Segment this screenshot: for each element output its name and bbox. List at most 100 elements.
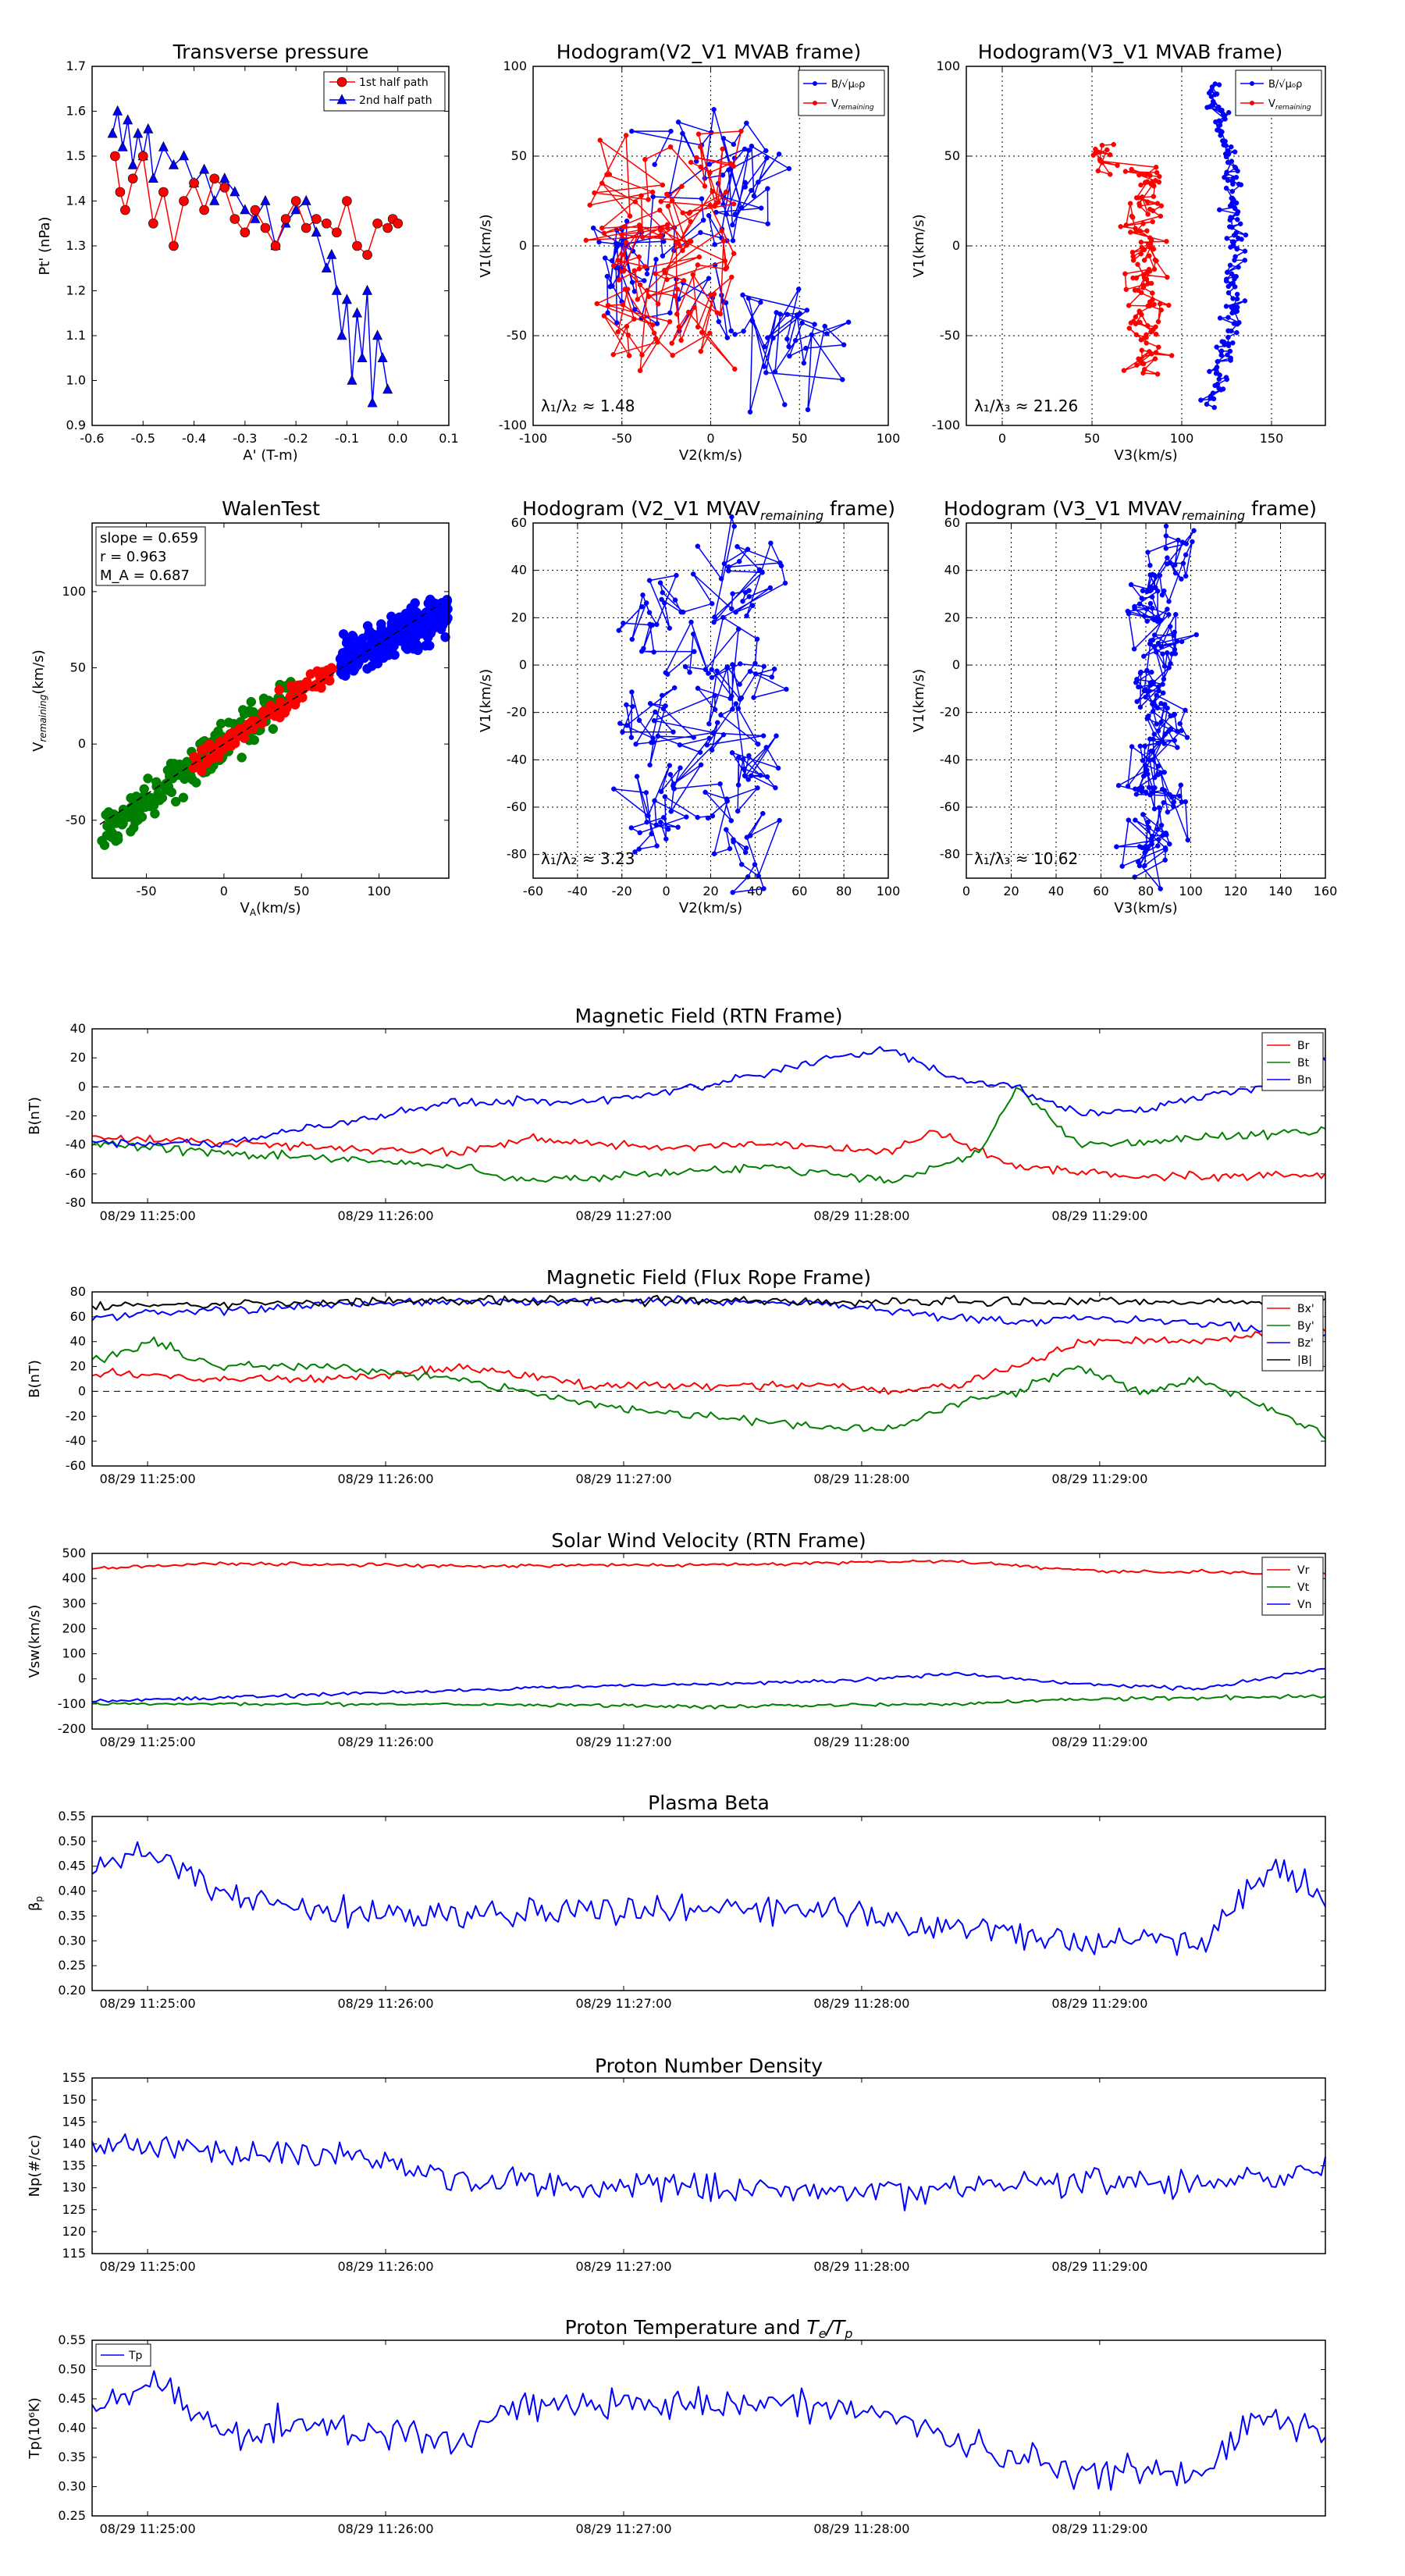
hodogram-v-point — [625, 333, 631, 338]
hodogram-b-point — [1125, 784, 1131, 789]
hodogram-b-point — [1171, 799, 1177, 805]
circle-marker — [260, 222, 271, 233]
x-tick-label: 08/29 11:26:00 — [338, 1996, 434, 2011]
hodogram-b-point — [1135, 859, 1141, 865]
hodogram-b-point — [1236, 265, 1241, 270]
y-tick-label: 155 — [62, 2070, 86, 2085]
hodogram-b-point — [642, 278, 647, 283]
walen-red-point — [208, 753, 218, 763]
hodogram-b-point — [1239, 237, 1244, 242]
walen-green-point — [244, 706, 254, 716]
hodogram-v-point — [657, 233, 663, 239]
circle-marker — [199, 205, 209, 215]
hodogram-v-point — [710, 189, 715, 194]
hodogram-v-point — [620, 301, 626, 308]
hodogram-b-point — [730, 890, 735, 895]
hodogram-b-point — [782, 580, 788, 586]
legend-box — [1261, 1032, 1324, 1091]
triangle-marker — [362, 284, 373, 295]
hodogram-b-point — [745, 546, 751, 552]
hodogram-b-point — [695, 814, 700, 820]
hodogram-b-point — [729, 606, 735, 612]
circle-marker — [115, 187, 126, 197]
hodogram-b-point — [1174, 639, 1180, 644]
hodogram-b-point — [650, 739, 656, 745]
hodogram-b-point — [720, 136, 727, 141]
hodogram-b-point — [667, 771, 674, 777]
hodogram-b-point — [690, 571, 696, 577]
hodogram-b-point — [712, 706, 718, 713]
y-tick-label: 50 — [944, 148, 960, 163]
hodogram-b-point — [652, 162, 657, 167]
walen-green-point — [174, 770, 184, 781]
hodogram-b-point — [1234, 296, 1240, 302]
x-tick-label: -40 — [567, 884, 588, 898]
hodogram-b-point — [740, 292, 745, 298]
circle-marker — [189, 178, 199, 188]
circle-marker — [393, 218, 404, 229]
hodogram-b-point — [614, 320, 620, 326]
hodogram-b-point — [763, 370, 769, 375]
plot-frame — [91, 1553, 1326, 1730]
hodogram-v-point — [1140, 285, 1146, 290]
stats-ma: M_A = 0.687 — [100, 568, 190, 584]
hodogram-v-point — [1122, 169, 1129, 174]
y-tick-label: 100 — [936, 59, 960, 73]
hodogram-b-point — [1161, 800, 1166, 806]
hodogram-b-point — [765, 335, 770, 340]
hodogram-b-point — [652, 798, 657, 803]
y-tick-label: 50 — [70, 660, 86, 675]
hodogram-b-point — [742, 849, 749, 856]
hodogram-b-point — [671, 685, 678, 691]
hodogram-v-point — [601, 313, 607, 318]
hodogram-v-point — [695, 262, 701, 268]
walen-blue-point — [338, 660, 349, 670]
walen-green-point — [144, 797, 154, 808]
hodogram-b-point — [668, 128, 674, 134]
hodogram-b-point — [698, 762, 704, 768]
x-tick-label: 08/29 11:29:00 — [1051, 1208, 1147, 1223]
hodogram-b-point — [1172, 562, 1178, 568]
hodogram-b-point — [737, 681, 742, 687]
hodogram-b-point — [629, 689, 635, 695]
y-tick-label: 40 — [944, 563, 960, 578]
hodogram-b-point — [663, 836, 669, 842]
hodogram-b-point — [1229, 158, 1235, 164]
y-tick-label: 500 — [62, 1546, 86, 1560]
hodogram-v-point — [1153, 164, 1159, 170]
hodogram-b-point — [1166, 599, 1172, 604]
hodogram-b-point — [1139, 596, 1145, 601]
triangle-marker — [250, 212, 261, 223]
hodogram-v-point — [1123, 286, 1129, 293]
walen-blue-point — [425, 640, 435, 651]
hodogram-v-point — [1144, 199, 1151, 205]
hodogram-b-point — [660, 253, 666, 259]
hodogram-v-point — [649, 189, 656, 195]
y-tick-label: 100 — [503, 59, 527, 73]
hodogram-b-point — [651, 649, 656, 655]
title-np: Proton Number Density — [595, 2055, 823, 2077]
triangle-marker — [311, 226, 322, 237]
hodogram-v-point — [714, 310, 720, 315]
y-tick-label: 100 — [62, 1646, 86, 1661]
hodogram-b-point — [769, 674, 775, 680]
walen-green-point — [213, 726, 223, 737]
hodogram-b-point — [744, 834, 750, 840]
hodogram-b-point — [799, 320, 805, 326]
x-tick-label: 08/29 11:26:00 — [338, 1471, 434, 1486]
hodogram-v-point — [716, 199, 721, 205]
series-line-Bz — [91, 1295, 1326, 1337]
x-tick-label: 08/29 11:29:00 — [1051, 2521, 1147, 2536]
hodogram-b-point — [756, 873, 761, 879]
x-tick-label: 0.1 — [439, 431, 458, 446]
hodogram-b-point — [735, 706, 742, 711]
hodogram-v-point — [658, 198, 663, 205]
hodogram-b-point — [1227, 348, 1233, 354]
hodogram-b-point — [761, 886, 767, 891]
hodogram-b-point — [1151, 736, 1156, 742]
hodogram-b-point — [1180, 560, 1186, 566]
y-tick-label: 0.30 — [58, 1933, 86, 1948]
y-axis-label: Np(#/cc) — [27, 2135, 43, 2197]
hodogram-b-point — [1212, 81, 1218, 87]
hodogram-v-point — [605, 302, 611, 308]
